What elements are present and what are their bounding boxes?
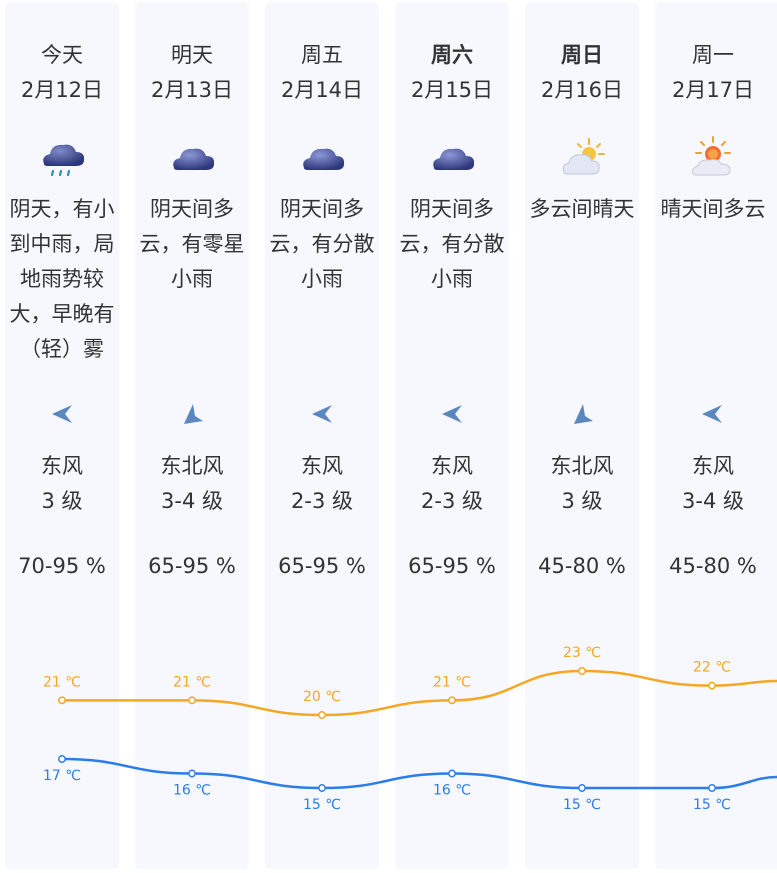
forecast-day-column: 明天 2月13日 阴天间多 云，有零星 小雨 东北风 3-4 级 65-95 % bbox=[135, 2, 249, 869]
weather-description: 阴天间多 云，有分散 小雨 bbox=[399, 197, 505, 291]
humidity: 45-80 % bbox=[669, 554, 757, 578]
low-temperature-point bbox=[58, 755, 66, 763]
low-temperature-point bbox=[708, 784, 716, 792]
forecast-day-column: 周一 2月17日 晴天间多云 东风 3-4 级 45-80 % bbox=[655, 2, 777, 869]
high-temperature-point bbox=[318, 711, 326, 719]
rain-cloud-icon bbox=[43, 144, 85, 177]
high-temperature-point bbox=[448, 696, 456, 705]
partly-cloudy-icon bbox=[562, 138, 605, 175]
low-temperature-label: 15 ℃ bbox=[303, 797, 341, 813]
low-temperature-point bbox=[318, 784, 326, 792]
forecast-day-column: 周六 2月15日 阴天间多 云，有分散 小雨 东风 2-3 级 65-95 % bbox=[395, 2, 509, 869]
day-date: 2月14日 bbox=[280, 78, 364, 102]
wind-direction-arrow-icon bbox=[574, 404, 593, 424]
wind-level: 2-3 级 bbox=[421, 489, 483, 513]
day-name: 周一 bbox=[692, 43, 734, 67]
weather-description: 多云间晴天 bbox=[529, 197, 635, 221]
wind-level: 2-3 级 bbox=[291, 489, 353, 513]
high-temperature-label: 21 ℃ bbox=[433, 674, 471, 690]
high-temperature-label: 20 ℃ bbox=[303, 689, 341, 705]
weather-description: 阴天间多 云，有分散 小雨 bbox=[269, 197, 375, 291]
low-temperature-line bbox=[61, 757, 777, 790]
high-temperature-label: 21 ℃ bbox=[173, 674, 211, 690]
day-date: 2月15日 bbox=[410, 78, 494, 102]
weather-description: 晴天间多云 bbox=[660, 197, 766, 221]
forecast-day-column: 周五 2月14日 阴天间多 云，有分散 小雨 东风 2-3 级 65-95 % bbox=[265, 2, 379, 869]
wind-direction-arrow-icon bbox=[312, 405, 332, 423]
high-temperature-line bbox=[62, 669, 777, 717]
high-temperature-label: 22 ℃ bbox=[693, 660, 731, 676]
overcast-cloud-icon bbox=[433, 148, 475, 170]
wind-direction: 东风 bbox=[301, 454, 343, 478]
day-date: 2月12日 bbox=[20, 78, 104, 102]
wind-direction-arrow-icon bbox=[184, 404, 203, 424]
wind-direction-arrow-icon bbox=[442, 405, 462, 423]
day-name: 今天 bbox=[41, 43, 83, 67]
humidity: 65-95 % bbox=[408, 554, 496, 578]
wind-direction-arrow-icon bbox=[702, 405, 722, 423]
low-temperature-label: 17 ℃ bbox=[43, 768, 81, 784]
high-temperature-label: 23 ℃ bbox=[563, 645, 601, 661]
wind-direction: 东风 bbox=[41, 454, 83, 478]
wind-direction-arrow-icon bbox=[52, 405, 72, 423]
day-name: 周日 bbox=[561, 43, 603, 67]
low-temperature-label: 15 ℃ bbox=[563, 797, 601, 813]
wind-direction: 东北风 bbox=[550, 454, 614, 478]
wind-level: 3 级 bbox=[561, 489, 603, 513]
forecast-day-column: 今天 2月12日 阴天，有小 到中雨，局 地雨势较 大，早晚有 （轻）雾 东风 3 级 … bbox=[5, 2, 119, 869]
day-name: 明天 bbox=[171, 43, 213, 67]
high-temperature-point bbox=[188, 696, 196, 705]
forecast-day-column: 周日 2月16日 多云间晴天 东北风 3 级 45-80 % bbox=[525, 2, 639, 869]
weather-description: 阴天，有小 到中雨，局 地雨势较 大，早晚有 （轻）雾 bbox=[9, 197, 115, 361]
humidity: 65-95 % bbox=[148, 554, 236, 578]
wind-level: 3-4 级 bbox=[161, 489, 223, 513]
humidity: 45-80 % bbox=[538, 554, 626, 578]
wind-level: 3 级 bbox=[41, 489, 83, 513]
high-temperature-label: 21 ℃ bbox=[43, 674, 81, 690]
overcast-cloud-icon bbox=[173, 148, 215, 170]
low-temperature-label: 16 ℃ bbox=[433, 783, 471, 799]
wind-direction: 东风 bbox=[692, 454, 734, 478]
day-name: 周六 bbox=[431, 43, 473, 67]
wind-direction: 东北风 bbox=[160, 454, 224, 478]
wind-direction: 东风 bbox=[431, 454, 473, 478]
sunny-interval-icon bbox=[692, 136, 731, 176]
wind-level: 3-4 级 bbox=[682, 489, 744, 513]
overcast-cloud-icon bbox=[303, 148, 345, 170]
high-temperature-point bbox=[708, 681, 716, 690]
humidity: 70-95 % bbox=[18, 554, 106, 578]
high-temperature-point bbox=[578, 667, 586, 675]
low-temperature-label: 16 ℃ bbox=[173, 783, 211, 799]
low-temperature-point bbox=[448, 769, 456, 778]
low-temperature-point bbox=[188, 769, 196, 778]
day-name: 周五 bbox=[301, 43, 343, 67]
high-temperature-point bbox=[58, 696, 66, 705]
low-temperature-point bbox=[578, 784, 586, 792]
low-temperature-label: 15 ℃ bbox=[693, 797, 731, 813]
day-date: 2月16日 bbox=[540, 78, 624, 102]
day-date: 2月13日 bbox=[150, 78, 234, 102]
weather-description: 阴天间多 云，有零星 小雨 bbox=[139, 197, 245, 291]
day-date: 2月17日 bbox=[671, 78, 755, 102]
humidity: 65-95 % bbox=[278, 554, 366, 578]
